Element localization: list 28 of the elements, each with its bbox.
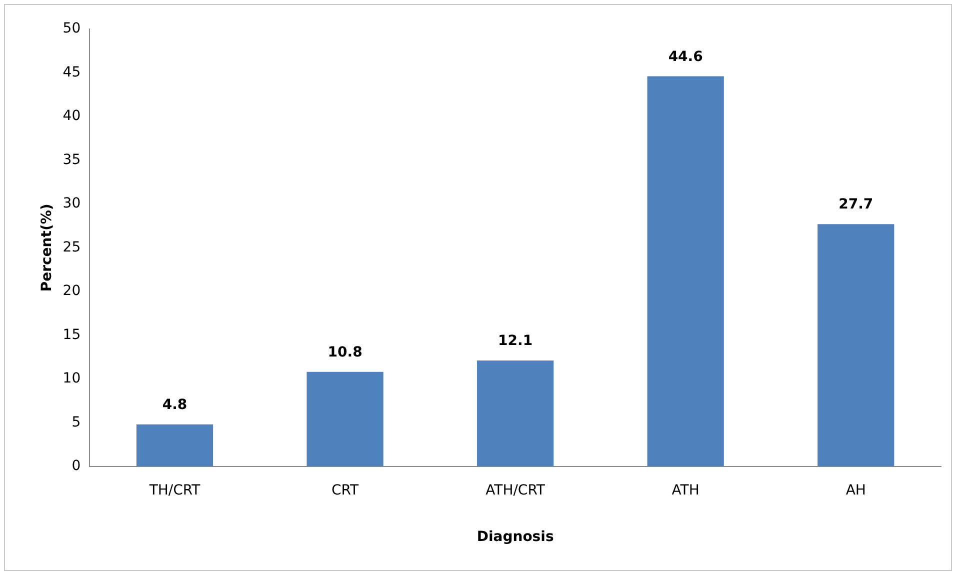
y-tick-label: 35 xyxy=(62,152,81,168)
y-tick-label: 30 xyxy=(62,196,81,212)
y-tick-label: 20 xyxy=(62,283,81,300)
y-tick-label: 45 xyxy=(62,64,81,80)
y-tick-label: 5 xyxy=(72,414,81,430)
data-label: 10.8 xyxy=(328,344,362,361)
bar xyxy=(306,372,384,466)
y-axis-title: Percent(%) xyxy=(39,204,56,292)
x-tick-label: TH/CRT xyxy=(148,482,201,498)
data-label: 27.7 xyxy=(838,196,874,213)
y-tick-label: 15 xyxy=(62,326,81,343)
x-axis-title: Diagnosis xyxy=(476,529,554,546)
y-tick-label: 50 xyxy=(62,20,81,37)
data-label: 44.6 xyxy=(668,48,703,65)
bar xyxy=(136,424,214,466)
bar xyxy=(476,360,554,466)
y-tick-label: 40 xyxy=(62,108,81,124)
y-tick-label: 25 xyxy=(62,239,81,256)
bar xyxy=(818,224,894,466)
data-label: 4.8 xyxy=(162,397,188,414)
x-tick-label: ATH xyxy=(672,482,700,498)
x-tick-label: AH xyxy=(846,482,866,498)
x-tick-label: CRT xyxy=(332,482,359,498)
bar xyxy=(647,76,724,466)
y-tick-label: 10 xyxy=(62,370,81,387)
data-label: 12.1 xyxy=(498,333,533,350)
y-tick-label: 0 xyxy=(72,458,81,474)
x-tick-label: ATH/CRT xyxy=(486,482,546,498)
